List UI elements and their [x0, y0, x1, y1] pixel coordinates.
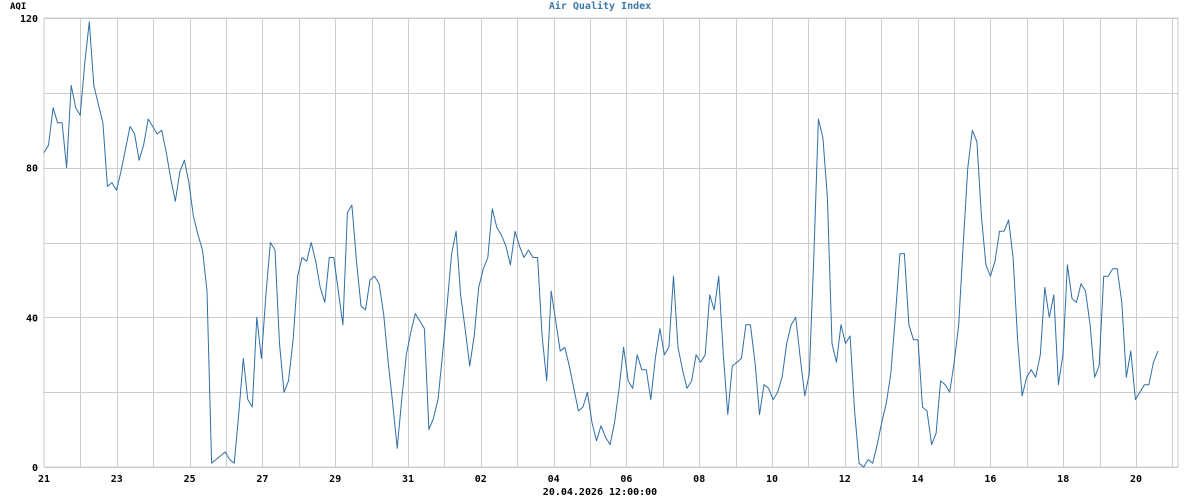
y-tick-label: 40: [26, 313, 38, 324]
aqi-series-line: [43, 21, 1159, 468]
chart-title: Air Quality Index: [549, 0, 651, 12]
x-tick-label: 12: [839, 474, 851, 485]
x-tick-label: 21: [38, 474, 50, 485]
x-tick-label: 18: [1057, 474, 1069, 485]
x-tick-label: 29: [329, 474, 341, 485]
x-tick-label: 27: [256, 474, 268, 485]
y-tick-labels: 0 40 80 120: [20, 14, 38, 474]
x-tick-label: 10: [766, 474, 778, 485]
x-tick-labels: 21 23 25 27 29 31 02 04 06 08 10 12 14 16 18 20: [38, 474, 1142, 485]
grid-lines: [43, 17, 1179, 468]
plot-frame: [43, 17, 1179, 468]
x-tick-label: 16: [984, 474, 996, 485]
x-axis-label: 20.04.2026 12:00:00: [543, 487, 657, 498]
y-tick-label: 80: [26, 164, 38, 175]
y-tick-label: 120: [20, 14, 38, 25]
x-tick-label: 04: [548, 474, 560, 485]
y-axis-label: AQI: [10, 2, 26, 12]
x-tick-label: 02: [475, 474, 487, 485]
y-tick-label: 0: [32, 463, 38, 474]
x-tick-label: 20: [1130, 474, 1142, 485]
x-tick-label: 31: [402, 474, 414, 485]
x-tick-label: 25: [184, 474, 196, 485]
x-tick-label: 08: [693, 474, 705, 485]
x-tick-label: 06: [620, 474, 632, 485]
x-tick-label: 23: [111, 474, 123, 485]
x-tick-label: 14: [912, 474, 924, 485]
plot-area: [43, 21, 1159, 468]
